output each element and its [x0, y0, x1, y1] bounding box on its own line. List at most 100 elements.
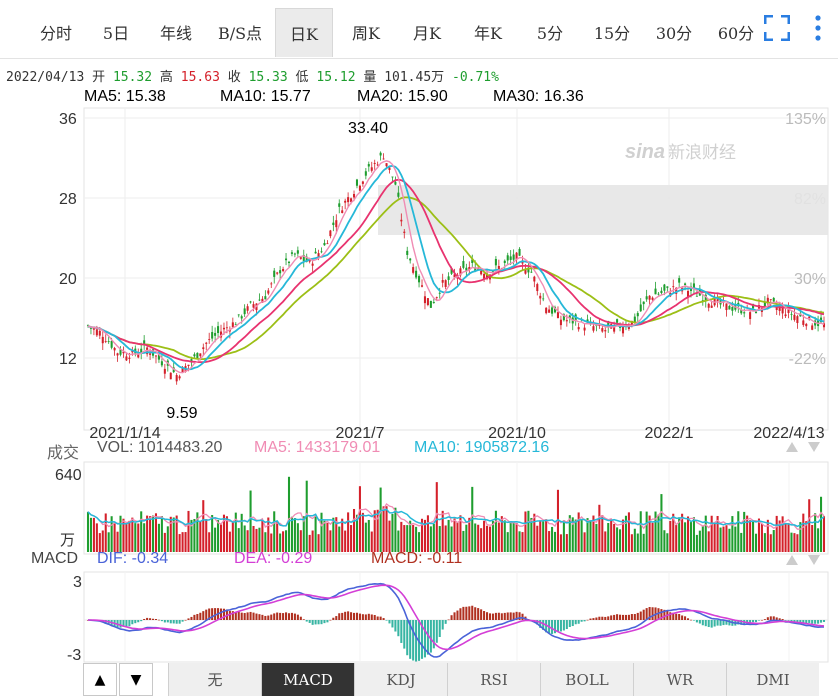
tab-3[interactable]: 年线 — [159, 24, 192, 43]
volume-bar — [217, 520, 220, 552]
volume-bar — [347, 512, 350, 552]
tab-5[interactable]: 日K — [275, 8, 333, 57]
tab-12[interactable]: 60分 — [717, 24, 755, 43]
macd-histogram-bar — [822, 620, 826, 622]
tab-10[interactable]: 15分 — [593, 24, 631, 43]
volume-bar — [202, 500, 205, 552]
volume-bar — [805, 521, 808, 552]
indicator-tab-5[interactable]: BOLL — [540, 663, 633, 696]
scroll-down-button[interactable]: ▼ — [119, 663, 153, 696]
volume-bar — [140, 511, 143, 552]
volume-bar — [583, 532, 586, 552]
candle-body — [113, 347, 116, 351]
macd-panel-border — [83, 571, 829, 663]
macd-histogram-bar — [199, 612, 202, 620]
candle-body — [391, 176, 394, 178]
volume-bar — [293, 518, 296, 552]
volume-bar — [397, 530, 400, 552]
tab-7[interactable]: 月K — [413, 24, 441, 43]
volume-bar — [754, 533, 758, 552]
macd-histogram-bar — [639, 611, 642, 620]
volume-ma5-line — [87, 503, 825, 530]
macd-histogram-bar — [178, 620, 181, 624]
candle-body — [154, 355, 158, 357]
macd-histogram-bar — [820, 620, 823, 623]
macd-histogram-bar — [601, 616, 604, 620]
macd-histogram-bar — [341, 612, 344, 620]
candle-body — [447, 276, 450, 280]
macd-histogram-bar — [352, 612, 356, 620]
candle-body — [320, 251, 323, 253]
candle-body — [583, 327, 586, 331]
indicator-tab-7[interactable]: DMI — [726, 663, 819, 696]
macd-histogram-bar — [385, 620, 388, 621]
candle-body — [137, 353, 140, 358]
candle-body — [716, 299, 719, 302]
tab-9[interactable]: 5分 — [536, 24, 564, 43]
volume-bar — [491, 521, 494, 552]
macd-histogram-bar — [432, 620, 435, 649]
volume-bar — [568, 515, 571, 552]
candle-body — [193, 354, 196, 357]
macd-histogram-bar — [323, 620, 326, 624]
indicator-tab-3[interactable]: KDJ — [354, 663, 447, 696]
volume-bar — [432, 523, 435, 552]
macd-histogram-bar — [128, 620, 131, 627]
tab-2[interactable]: 5日 — [102, 24, 130, 43]
indicator-tab-bar: ▲ ▼ 无 MACD KDJ RSI BOLL WR DMI — [83, 663, 838, 697]
candle-body — [568, 315, 571, 319]
volume-bar — [208, 532, 211, 552]
macd-histogram-bar — [619, 614, 622, 620]
more-options-icon[interactable] — [812, 14, 824, 42]
fullscreen-icon[interactable] — [763, 14, 791, 42]
candle-body — [530, 271, 533, 273]
macd-histogram-bar — [314, 620, 317, 625]
tab-11[interactable]: 30分 — [655, 24, 693, 43]
macd-histogram-bar — [234, 612, 237, 620]
tab-8[interactable]: 年K — [474, 24, 502, 43]
candle-body — [556, 312, 560, 318]
macd-histogram-bar — [258, 614, 261, 620]
tab-4[interactable]: B/S点 — [217, 24, 263, 43]
volume-bar — [820, 496, 823, 552]
price-tick-label: 20 — [59, 271, 77, 288]
candle-body — [237, 314, 240, 316]
volume-bar — [775, 515, 778, 552]
dea-line — [88, 584, 825, 651]
macd-histogram-bar — [228, 610, 231, 620]
volume-bar — [645, 511, 648, 552]
candle-body — [350, 198, 353, 202]
max-price-label: 33.40 — [348, 120, 388, 137]
macd-histogram-bar — [151, 618, 155, 620]
candle-body — [122, 351, 125, 354]
macd-histogram-bar — [382, 618, 385, 620]
candle-body — [692, 283, 695, 289]
volume-bar — [483, 520, 486, 552]
candle-body — [731, 306, 734, 311]
macd-histogram-bar — [802, 620, 805, 624]
indicator-tab-6[interactable]: WR — [633, 663, 726, 696]
candle-body — [542, 298, 545, 300]
macd-histogram-bar — [208, 608, 211, 620]
volume-bar — [335, 517, 338, 552]
volume-bar — [497, 522, 500, 552]
tab-1[interactable]: 分时 — [39, 24, 72, 43]
scroll-up-button[interactable]: ▲ — [83, 663, 117, 696]
volume-bar — [181, 532, 184, 552]
indicator-tab-1[interactable]: 无 — [168, 663, 261, 696]
candle-body — [666, 286, 669, 288]
volume-bar — [352, 508, 356, 552]
indicator-tab-4[interactable]: RSI — [447, 663, 540, 696]
volume-bar — [701, 525, 704, 552]
candle-body — [533, 276, 536, 282]
macd-histogram-bar — [799, 620, 802, 623]
macd-histogram-bar — [423, 620, 426, 658]
tab-6[interactable]: 周K — [352, 24, 380, 43]
indicator-tab-2[interactable]: MACD — [261, 663, 354, 696]
volume-bar — [692, 517, 695, 552]
macd-histogram-bar — [805, 620, 808, 625]
macd-histogram-bar — [616, 614, 619, 620]
candle-body — [208, 339, 211, 340]
candle-body — [604, 330, 607, 332]
